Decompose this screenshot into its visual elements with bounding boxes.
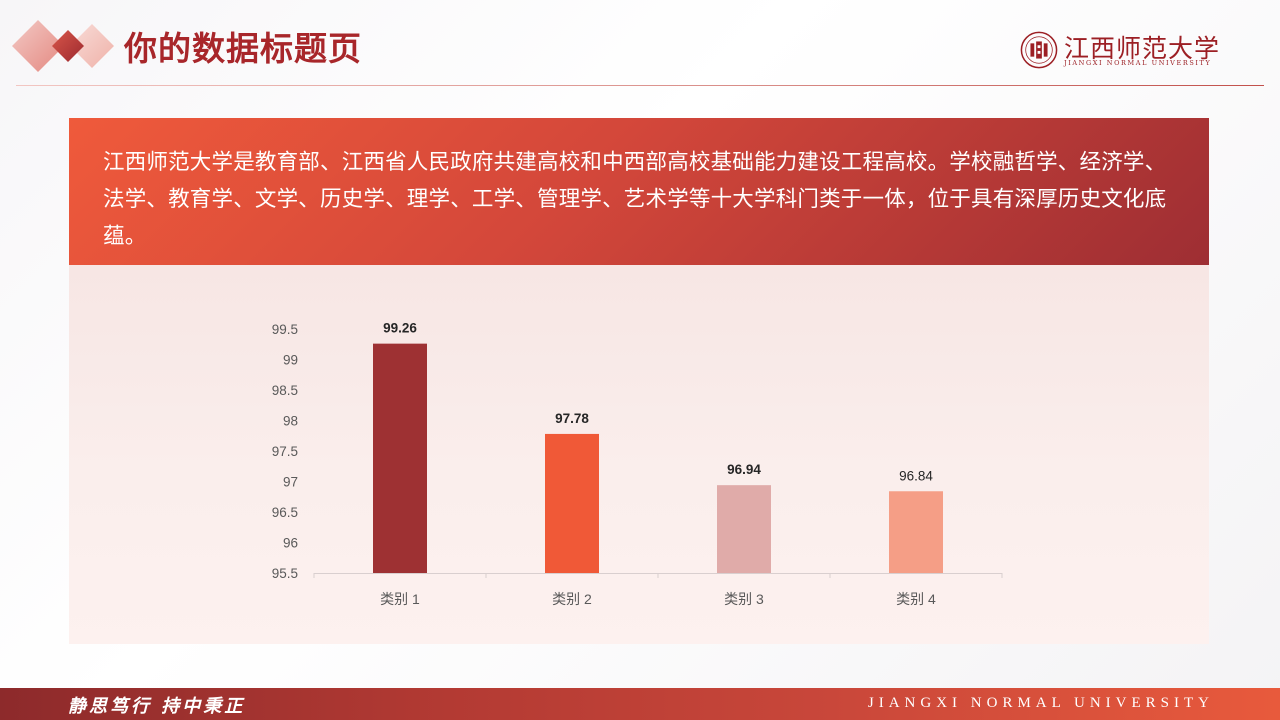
data-label: 99.26 bbox=[383, 321, 417, 336]
diamond-decoration-icon bbox=[12, 20, 114, 72]
bar-3 bbox=[717, 485, 771, 573]
logo-text-cn: 江西师范大学 bbox=[1064, 34, 1221, 63]
university-seal-icon bbox=[1020, 31, 1058, 69]
chart-panel: 95.5 96 96.5 97 97.5 98 98.5 99 99.5 99.26 类别 1 97.… bbox=[69, 265, 1209, 644]
university-logo: 江西师范大学 JIANGXI NORMAL UNIVERSITY bbox=[1018, 28, 1221, 74]
y-tick-label: 99.5 bbox=[272, 322, 298, 337]
x-category-label: 类别 4 bbox=[896, 591, 936, 607]
header: 你的数据标题页 江西师范大学 JIANGXI NORMAL UNIVERSITY bbox=[0, 0, 1280, 90]
y-tick-label: 95.5 bbox=[272, 566, 298, 581]
bar-1 bbox=[373, 343, 427, 573]
bar-chart: 95.5 96 96.5 97 97.5 98 98.5 99 99.5 99.26 类别 1 97.… bbox=[272, 321, 1003, 607]
footer-motto: 静思笃行 持中秉正 bbox=[68, 696, 246, 717]
x-category-label: 类别 3 bbox=[724, 591, 764, 607]
data-label: 96.94 bbox=[727, 462, 761, 477]
y-tick-label: 99 bbox=[283, 353, 298, 368]
data-label: 97.78 bbox=[555, 411, 589, 426]
y-tick-label: 98 bbox=[283, 414, 298, 429]
x-category-label: 类别 1 bbox=[380, 591, 420, 607]
data-label: 96.84 bbox=[899, 468, 933, 483]
intro-banner: 江西师范大学是教育部、江西省人民政府共建高校和中西部高校基础能力建设工程高校。学… bbox=[69, 118, 1209, 265]
y-tick-label: 96.5 bbox=[272, 505, 298, 520]
y-tick-label: 96 bbox=[283, 536, 298, 551]
y-tick-label: 98.5 bbox=[272, 383, 298, 398]
bar-4 bbox=[889, 491, 943, 573]
footer-university-name: JIANGXI NORMAL UNIVERSITY bbox=[867, 695, 1214, 711]
footer-bar: 静思笃行 持中秉正 JIANGXI NORMAL UNIVERSITY bbox=[0, 688, 1280, 720]
bar-2 bbox=[545, 433, 599, 573]
y-tick-label: 97 bbox=[283, 475, 298, 490]
page-title: 你的数据标题页 bbox=[124, 29, 362, 68]
logo-text-en: JIANGXI NORMAL UNIVERSITY bbox=[1064, 59, 1212, 67]
y-tick-label: 97.5 bbox=[272, 444, 298, 459]
x-category-label: 类别 2 bbox=[552, 591, 592, 607]
intro-text: 江西师范大学是教育部、江西省人民政府共建高校和中西部高校基础能力建设工程高校。学… bbox=[103, 150, 1167, 249]
header-divider bbox=[16, 85, 1264, 86]
